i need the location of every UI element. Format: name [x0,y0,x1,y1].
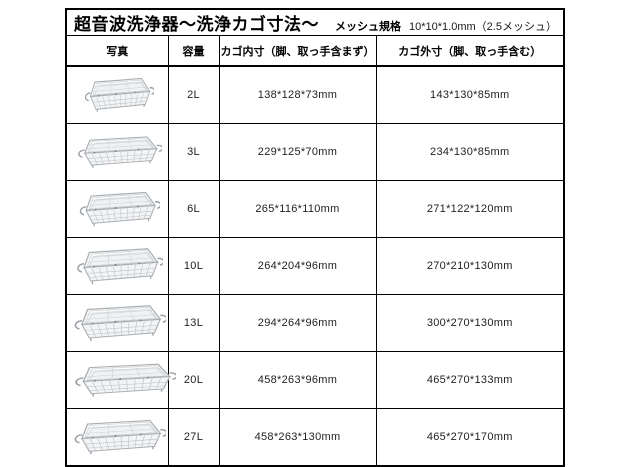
inner-dimensions-value: 458*263*130mm [218,408,377,467]
capacity-value: 10L [167,237,220,295]
capacity-value: 6L [167,180,220,238]
spec-sheet-page: 超音波洗浄器～洗浄カゴ寸法～ メッシュ規格 10*10*1.0mm（2.5メッシ… [65,8,566,467]
table-row: 6L 265*116*110mm 271*122*120mm [65,180,565,238]
inner-dimensions-value: 138*128*73mm [218,65,377,124]
basket-photo-cell [65,294,169,352]
title-cell: 超音波洗浄器～洗浄カゴ寸法～ メッシュ規格 10*10*1.0mm（2.5メッシ… [66,9,565,36]
table-row: 20L 458*263*96mm 465*270*133mm [65,351,565,409]
basket-photo-cell [65,65,169,124]
column-header-inner-dimensions: カゴ内寸（脚、取っ手含まず） [218,35,377,67]
capacity-value: 3L [167,123,220,181]
capacity-value: 27L [167,408,220,467]
wire-mesh-basket-27l-photo [68,414,166,460]
basket-photo-cell [65,123,169,181]
capacity-value: 2L [167,65,220,124]
column-header-capacity: 容量 [167,35,220,67]
outer-dimensions-value: 234*130*85mm [375,123,565,181]
basket-photo-cell [65,408,169,467]
basket-dimension-table: 超音波洗浄器～洗浄カゴ寸法～ メッシュ規格 10*10*1.0mm（2.5メッシ… [65,8,566,467]
inner-dimensions-value: 458*263*96mm [218,351,377,409]
column-header-row: 写真 容量 カゴ内寸（脚、取っ手含まず） カゴ外寸（脚、取っ手含む） [65,35,565,67]
table-row: 10L 264*204*96mm 270*210*130mm [65,237,565,295]
table-row: 3L 229*125*70mm 234*130*85mm [65,123,565,181]
wire-mesh-basket-20l-photo [68,358,176,402]
outer-dimensions-value: 271*122*120mm [375,180,565,238]
title-row: 超音波洗浄器～洗浄カゴ寸法～ メッシュ規格 10*10*1.0mm（2.5メッシ… [66,9,565,36]
inner-dimensions-value: 229*125*70mm [218,123,377,181]
column-header-outer-dimensions: カゴ外寸（脚、取っ手含む） [375,35,565,67]
wire-mesh-basket-13l-photo [68,299,166,347]
table-row: 2L 138*128*73mm 143*130*85mm [65,65,565,124]
outer-dimensions-value: 465*270*133mm [375,351,565,409]
page-title: 超音波洗浄器～洗浄カゴ寸法～ [74,15,319,34]
wire-mesh-basket-3l-photo [72,131,162,173]
basket-photo-cell [65,237,169,295]
outer-dimensions-value: 143*130*85mm [375,65,565,124]
table-row: 27L 458*263*130mm 465*270*170mm [65,408,565,467]
basket-photo-cell [65,180,169,238]
capacity-value: 20L [167,351,220,409]
mesh-spec-label: メッシュ規格 [335,21,401,33]
mesh-spec-value: 10*10*1.0mm（2.5メッシュ） [409,21,557,33]
wire-mesh-basket-2l-photo [80,72,154,118]
inner-dimensions-value: 264*204*96mm [218,237,377,295]
outer-dimensions-value: 270*210*130mm [375,237,565,295]
column-header-photo: 写真 [65,35,169,67]
wire-mesh-basket-10l-photo [71,242,163,290]
outer-dimensions-value: 465*270*170mm [375,408,565,467]
table-body: 2L 138*128*73mm 143*130*85mm 3L 229*125*… [65,65,565,467]
capacity-value: 13L [167,294,220,352]
inner-dimensions-value: 294*264*96mm [218,294,377,352]
inner-dimensions-value: 265*116*110mm [218,180,377,238]
table-row: 13L 294*264*96mm 300*270*130mm [65,294,565,352]
outer-dimensions-value: 300*270*130mm [375,294,565,352]
basket-photo-cell [65,351,168,409]
wire-mesh-basket-6l-photo [74,186,160,232]
